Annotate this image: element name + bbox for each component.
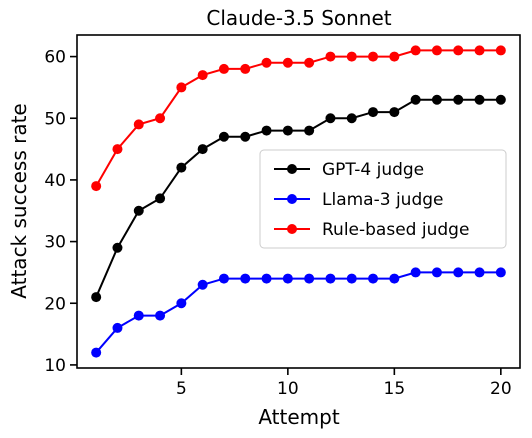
data-point	[261, 125, 272, 136]
data-point	[197, 144, 208, 155]
series-1	[91, 267, 506, 358]
y-axis-label: Attack success rate	[7, 103, 31, 298]
data-point	[133, 310, 144, 321]
data-point	[410, 94, 421, 105]
data-point	[304, 125, 315, 136]
data-point	[304, 273, 315, 284]
legend-box	[259, 149, 507, 249]
y-tick-label: 40	[44, 171, 66, 191]
legend-marker	[287, 194, 297, 204]
data-point	[389, 51, 400, 62]
x-tick-label: 10	[277, 379, 299, 399]
data-point	[410, 45, 421, 56]
data-point	[389, 273, 400, 284]
data-point	[155, 113, 166, 124]
data-point	[453, 45, 464, 56]
legend-marker	[287, 224, 297, 234]
data-point	[346, 113, 357, 124]
data-point	[282, 125, 293, 136]
legend-label: GPT-4 judge	[322, 160, 424, 180]
data-point	[282, 57, 293, 68]
data-point	[133, 205, 144, 216]
data-point	[91, 181, 102, 192]
y-tick-label: 10	[44, 356, 66, 376]
legend-label: Llama-3 judge	[322, 190, 443, 210]
data-point	[410, 267, 421, 278]
data-point	[240, 63, 251, 74]
data-point	[91, 347, 102, 358]
data-point	[282, 273, 293, 284]
data-point	[155, 310, 166, 321]
legend-label: Rule-based judge	[322, 220, 469, 240]
series-2	[91, 45, 506, 192]
data-point	[155, 193, 166, 204]
data-point	[325, 113, 336, 124]
legend: GPT-4 judge Llama-3 judge Rule-based judge	[259, 149, 507, 249]
data-point	[240, 273, 251, 284]
series-0	[91, 94, 506, 303]
data-point	[261, 57, 272, 68]
data-point	[495, 94, 506, 105]
data-point	[495, 267, 506, 278]
data-point	[112, 242, 123, 253]
data-point	[218, 131, 229, 142]
data-point	[453, 267, 464, 278]
x-tick-label: 20	[490, 379, 512, 399]
data-point	[474, 267, 485, 278]
x-axis-label: Attempt	[258, 405, 339, 429]
y-tick-label: 60	[44, 48, 66, 68]
data-point	[218, 63, 229, 74]
data-point	[346, 273, 357, 284]
y-tick-label: 50	[44, 109, 66, 129]
data-point	[112, 322, 123, 333]
data-point	[453, 94, 464, 105]
data-point	[368, 273, 379, 284]
y-tick-label: 30	[44, 233, 66, 253]
data-point	[389, 107, 400, 118]
chart-title: Claude-3.5 Sonnet	[206, 6, 391, 30]
data-point	[325, 273, 336, 284]
data-point	[325, 51, 336, 62]
data-point	[197, 70, 208, 81]
data-point	[431, 45, 442, 56]
data-point	[261, 273, 272, 284]
data-point	[240, 131, 251, 142]
x-tick-label: 5	[176, 379, 187, 399]
data-point	[474, 45, 485, 56]
data-point	[304, 57, 315, 68]
data-point	[176, 82, 187, 93]
data-point	[368, 107, 379, 118]
data-point	[133, 119, 144, 130]
data-point	[346, 51, 357, 62]
data-point	[495, 45, 506, 56]
data-point	[474, 94, 485, 105]
data-point	[112, 144, 123, 155]
legend-marker	[287, 164, 297, 174]
plot-frame	[76, 34, 521, 369]
data-point	[176, 162, 187, 173]
y-tick-label: 20	[44, 294, 66, 314]
x-tick-label: 15	[384, 379, 406, 399]
data-point	[431, 94, 442, 105]
data-point	[431, 267, 442, 278]
data-point	[176, 298, 187, 309]
data-point	[218, 273, 229, 284]
data-point	[91, 292, 102, 303]
data-point	[368, 51, 379, 62]
data-point	[197, 279, 208, 290]
